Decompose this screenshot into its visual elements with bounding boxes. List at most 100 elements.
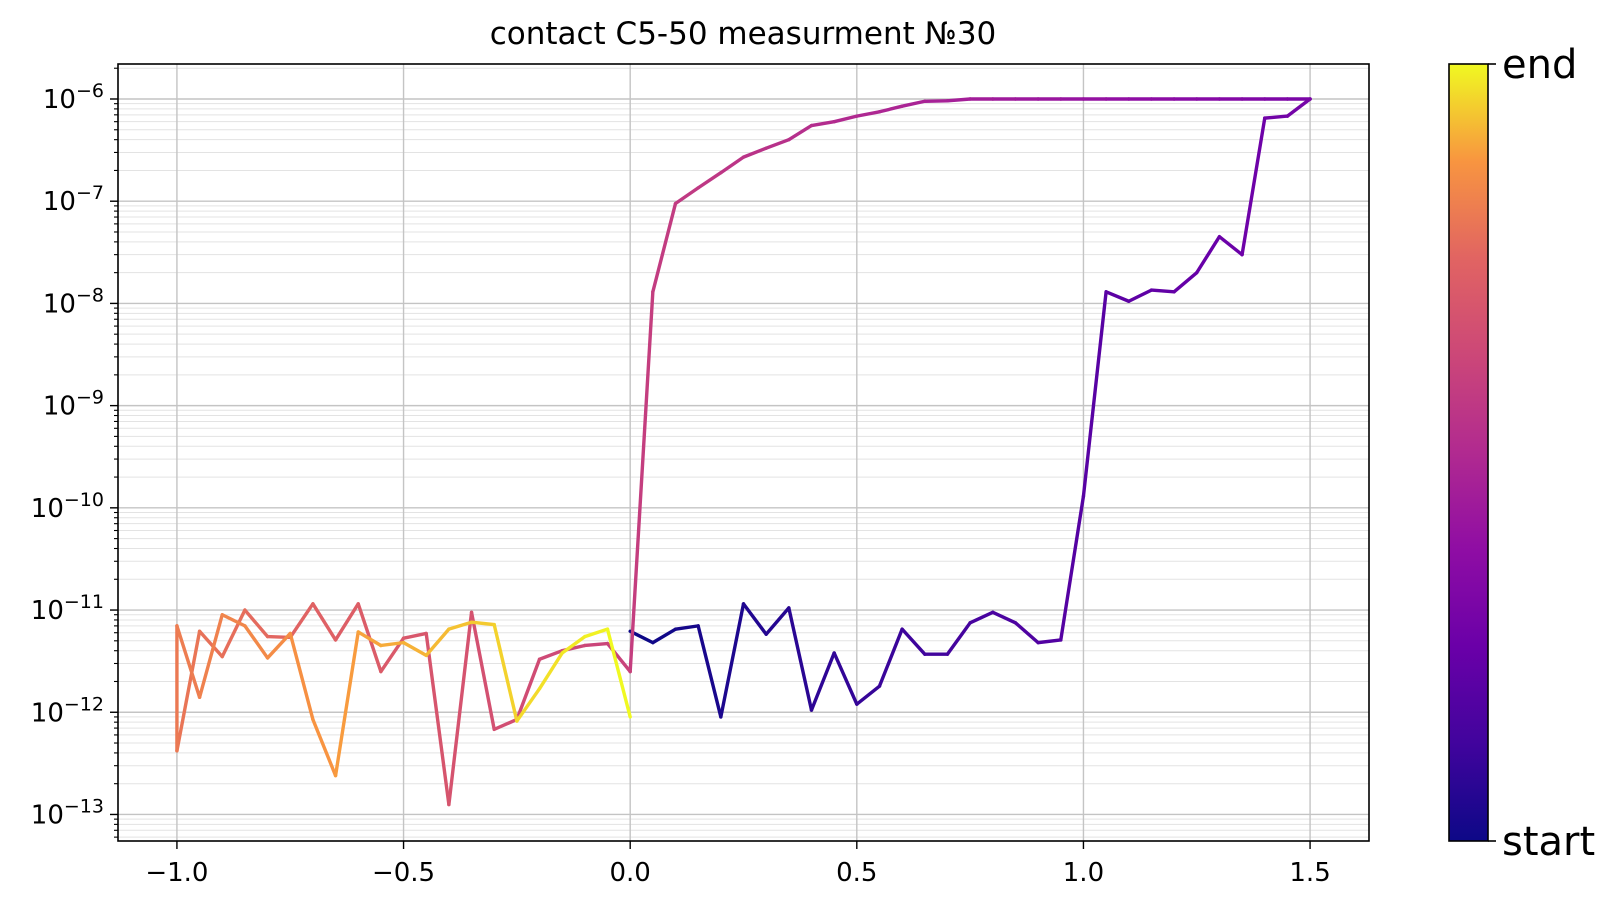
series-1-segment — [945, 621, 972, 656]
series-3-segment — [197, 629, 224, 659]
y-tick-label: 10−12 — [31, 693, 104, 728]
series-2-segment — [855, 110, 882, 118]
series-1-segment — [1059, 494, 1086, 642]
series-2-segment — [764, 137, 791, 150]
series-3-segment — [311, 602, 338, 642]
series-1-segment — [1285, 97, 1312, 118]
x-tick-label: −1.0 — [145, 858, 208, 888]
series-1-segment — [1172, 270, 1199, 294]
series-3-segment — [333, 602, 360, 642]
series-4-segment — [447, 620, 474, 631]
series-1-segment — [1217, 234, 1244, 257]
series-4-segment — [515, 686, 542, 723]
series-1-segment — [651, 627, 678, 645]
colorbar-gradient — [1448, 63, 1489, 842]
series-4-segment — [492, 622, 519, 723]
y-tick-label: 10−9 — [43, 387, 104, 422]
series-1-segment — [696, 624, 723, 719]
series-4-segment — [469, 620, 496, 627]
series-1-segment — [719, 602, 746, 719]
series-4-segment — [265, 631, 292, 660]
series-2-segment — [945, 97, 972, 103]
series-3-segment — [537, 649, 564, 661]
series-4-segment — [424, 627, 451, 658]
series-3-segment — [220, 608, 247, 659]
series-3-segment — [492, 717, 519, 732]
series-2-segment — [673, 186, 700, 206]
series-4-segment — [333, 630, 360, 778]
series-1-segment — [1036, 638, 1063, 645]
series-2-segment — [719, 155, 746, 175]
series-4-segment — [175, 624, 202, 700]
series-3-segment — [175, 629, 202, 753]
x-tick-label: 0.5 — [836, 858, 877, 888]
major-gridlines — [118, 64, 1369, 841]
y-tick-label: 10−8 — [43, 284, 104, 319]
series-layer — [175, 97, 1312, 807]
x-tick-label: 0.0 — [610, 858, 651, 888]
y-tick-label: 10−6 — [43, 80, 104, 115]
series-4-segment — [401, 640, 428, 658]
series-1-segment — [1081, 290, 1108, 498]
series-4-segment — [537, 651, 564, 691]
series-1-segment — [1149, 288, 1176, 294]
series-1-segment — [1104, 290, 1131, 303]
series-1-segment — [1195, 234, 1222, 275]
series-2-segment — [787, 123, 814, 142]
series-2-segment — [696, 171, 723, 190]
series-3-segment — [243, 608, 270, 639]
series-4-segment — [356, 630, 383, 648]
series-1-segment — [673, 624, 700, 631]
series-1-segment — [1013, 621, 1040, 645]
series-4-segment — [243, 624, 270, 660]
series-2-segment — [741, 146, 768, 159]
colorbar: end start — [1448, 42, 1595, 865]
series-1-segment — [787, 606, 814, 712]
series-4-segment — [220, 613, 247, 628]
series-1-segment — [1263, 114, 1290, 120]
series-2-segment — [651, 201, 678, 294]
y-axis: 10−6 10−7 10−8 10−9 10−10 10−11 10−12 10−13 — [31, 67, 118, 838]
series-3-segment — [515, 657, 542, 722]
plot-area-frame — [117, 63, 1370, 842]
colorbar-label-start: start — [1502, 819, 1595, 865]
series-4-segment — [560, 634, 587, 655]
series-3-segment — [583, 641, 610, 648]
series-4-segment — [311, 717, 338, 778]
series-4-segment — [288, 631, 315, 722]
series-3-segment — [424, 631, 451, 807]
series-1-segment — [855, 684, 882, 706]
series-4-segment — [583, 627, 610, 639]
y-tick-label: 10−10 — [31, 489, 104, 524]
y-tick-label: 10−11 — [31, 591, 104, 626]
series-2-segment — [809, 119, 836, 128]
series-3-segment — [288, 602, 315, 640]
series-1-segment — [741, 602, 768, 636]
series-3-segment — [469, 610, 496, 732]
series-1-segment — [1127, 288, 1154, 303]
series-4-segment — [379, 640, 406, 648]
series-2-segment — [628, 290, 655, 674]
series-1-segment — [1240, 116, 1267, 257]
series-1-segment — [900, 627, 927, 656]
series-2-segment — [877, 104, 904, 114]
series-1-segment — [991, 610, 1018, 625]
colorbar-label-end: end — [1502, 42, 1577, 88]
minor-gridlines — [118, 67, 1369, 838]
x-axis: −1.0 −0.5 0.0 0.5 1.0 1.5 — [145, 841, 1331, 888]
chart-title: contact C5-50 measurment №30 — [490, 16, 997, 52]
series-2-segment — [832, 114, 859, 124]
y-tick-label: 10−7 — [43, 182, 104, 217]
series-3-segment — [447, 610, 474, 807]
series-1-segment — [809, 651, 836, 712]
x-tick-label: 1.5 — [1289, 858, 1330, 888]
series-4-segment — [197, 613, 224, 700]
series-2-segment — [900, 99, 927, 108]
series-1-segment — [764, 606, 791, 636]
series-1-segment — [968, 610, 995, 625]
x-tick-label: 1.0 — [1063, 858, 1104, 888]
y-tick-label: 10−13 — [31, 795, 104, 830]
series-4-segment — [605, 627, 632, 719]
series-1-segment — [877, 627, 904, 688]
